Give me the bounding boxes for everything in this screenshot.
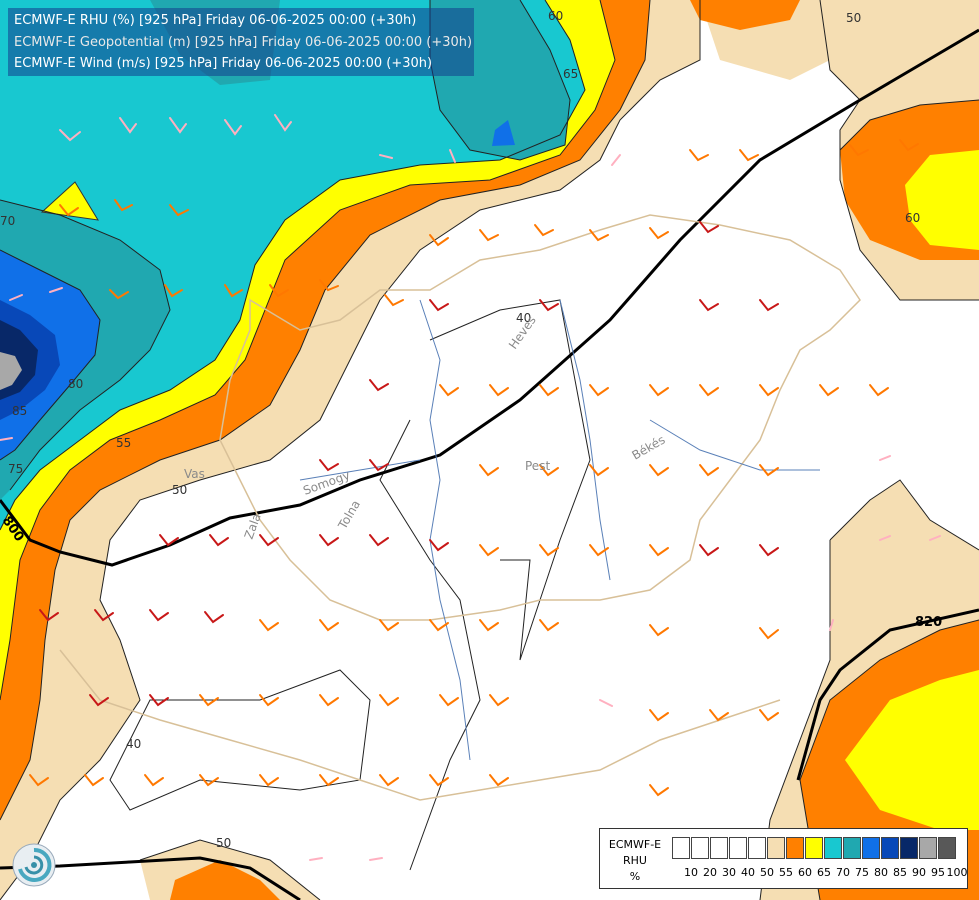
legend-tick-label: 80 xyxy=(874,866,888,879)
rhu-60-region-ne xyxy=(905,150,979,250)
legend-unit: % xyxy=(629,870,641,883)
legend-swatch xyxy=(748,837,766,859)
rivers xyxy=(299,299,820,761)
legend-tick-label: 85 xyxy=(893,866,907,879)
wind-barbs xyxy=(0,114,941,861)
place-label-pest: Pest xyxy=(525,459,550,473)
legend-swatch xyxy=(881,837,899,859)
legend-tick-label: 10 xyxy=(684,866,698,879)
legend-swatch xyxy=(729,837,747,859)
rhu-80-region-north xyxy=(492,120,515,146)
rhu-60-islet xyxy=(40,181,99,221)
legend-variable: RHU xyxy=(623,854,647,867)
rhu-label: 50 xyxy=(216,836,231,850)
rhu-label: 60 xyxy=(905,211,920,225)
legend-swatch xyxy=(710,837,728,859)
rhu-label: 50 xyxy=(172,483,187,497)
legend-swatch xyxy=(672,837,690,859)
legend-tick-label: 50 xyxy=(760,866,774,879)
legend-tick-label: 55 xyxy=(779,866,793,879)
rhu-label: 60 xyxy=(548,9,563,23)
legend-tick-label: 75 xyxy=(855,866,869,879)
place-label-vas: Vas xyxy=(184,467,205,481)
legend-title: ECMWF-E xyxy=(608,838,662,851)
rhu-label: 75 xyxy=(8,462,23,476)
rhu-95-region-nw xyxy=(0,352,22,390)
geopotential-label: 820 xyxy=(915,615,942,630)
legend-tick-label: 95 xyxy=(931,866,945,879)
legend-tick-label: 40 xyxy=(741,866,755,879)
rhu-label: 80 xyxy=(68,377,83,391)
legend-tick-label: 65 xyxy=(817,866,831,879)
rhu-60-region-se xyxy=(845,670,979,830)
rhu-label: 55 xyxy=(116,436,131,450)
legend-swatch xyxy=(691,837,709,859)
rhu-label: 85 xyxy=(12,404,27,418)
legend-swatch xyxy=(938,837,956,859)
rhu-legend: ECMWF-E RHU % 10 20 30 40 50 55 60 65 70 75 80 85 90… xyxy=(599,828,968,889)
legend-tick-label: 30 xyxy=(722,866,736,879)
legend-swatch xyxy=(767,837,785,859)
title-line-rhu: ECMWF-E RHU (%) [925 hPa] Friday 06-06-2… xyxy=(14,13,417,28)
legend-swatch xyxy=(919,837,937,859)
ecmwf-logo-icon xyxy=(12,843,56,887)
rhu-55-region-ne2 xyxy=(690,0,800,30)
legend-swatch xyxy=(805,837,823,859)
title-line-geopotential: ECMWF-E Geopotential (m) [925 hPa] Frida… xyxy=(14,35,473,50)
rhu-label: 40 xyxy=(126,737,141,751)
legend-tick-label: 70 xyxy=(836,866,850,879)
rhu-label: 40 xyxy=(516,311,531,325)
rhu-55-region-sw xyxy=(170,860,280,900)
rhu-contour-labels: 60 65 60 70 80 85 75 55 50 40 40 50 50 xyxy=(0,9,920,850)
rhu-label: 70 xyxy=(0,214,15,228)
legend-tick-label: 90 xyxy=(912,866,926,879)
legend-tick-label: 60 xyxy=(798,866,812,879)
rhu-65-region-nw xyxy=(0,0,585,530)
legend-tick-label: 20 xyxy=(703,866,717,879)
legend-swatch xyxy=(862,837,880,859)
map-title-box xyxy=(8,8,474,76)
legend-swatch xyxy=(900,837,918,859)
rhu-label: 65 xyxy=(563,67,578,81)
legend-swatch xyxy=(843,837,861,859)
rhu-label: 50 xyxy=(846,11,861,25)
legend-swatch xyxy=(786,837,804,859)
title-line-wind: ECMWF-E Wind (m/s) [925 hPa] Friday 06-0… xyxy=(14,56,433,71)
legend-swatch xyxy=(824,837,842,859)
legend-tick-label: 100 xyxy=(946,866,968,879)
